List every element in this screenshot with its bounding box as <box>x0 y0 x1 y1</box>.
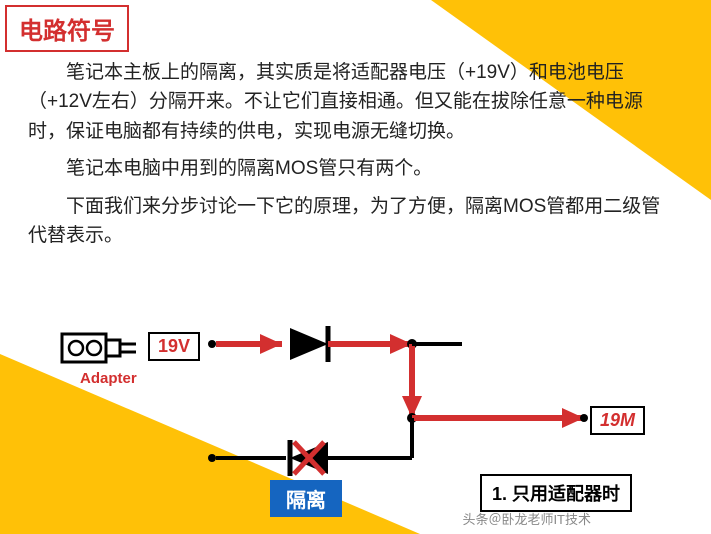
paragraph-3: 下面我们来分步讨论一下它的原理，为了方便，隔离MOS管都用二级管代替表示。 <box>28 192 678 251</box>
watermark: 头条＠卧龙老师IT技术 <box>462 509 591 528</box>
output-label: 19M <box>600 410 635 430</box>
page-title: 电路符号 <box>19 18 115 45</box>
title-box: 电路符号 <box>5 5 129 52</box>
caption-box: 1. 只用适配器时 <box>480 474 632 512</box>
body-text: 笔记本主板上的隔离，其实质是将适配器电压（+19V）和电池电压（+12V左右）分… <box>28 58 678 259</box>
circuit-diagram: 19V Adapter <box>60 310 640 490</box>
isolation-label-box: 隔离 <box>270 480 342 517</box>
caption-text: 1. 只用适配器时 <box>492 484 620 504</box>
paragraph-2: 笔记本电脑中用到的隔离MOS管只有两个。 <box>28 154 678 183</box>
output-voltage-box: 19M <box>590 406 645 435</box>
paragraph-1: 笔记本主板上的隔离，其实质是将适配器电压（+19V）和电池电压（+12V左右）分… <box>28 58 678 146</box>
circuit-wiring <box>60 310 640 490</box>
isolation-label: 隔离 <box>286 490 326 512</box>
